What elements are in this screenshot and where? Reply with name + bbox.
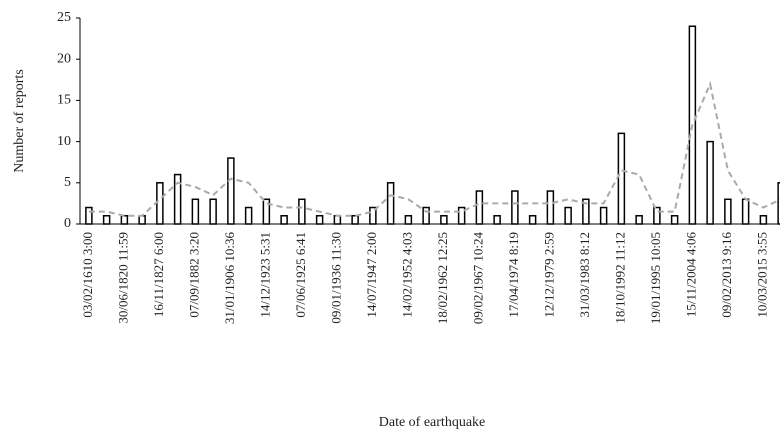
- bar: [404, 215, 413, 225]
- x-tick-label: 18/02/1962 12:25: [435, 232, 450, 324]
- bar: [653, 206, 661, 225]
- bar: [759, 215, 768, 225]
- bar: [617, 132, 626, 225]
- bar: [741, 198, 750, 225]
- bar: [120, 215, 129, 225]
- bar: [724, 198, 732, 225]
- x-tick-label: 14/02/1952 4:03: [399, 232, 414, 318]
- y-axis-title: Number of reports: [12, 69, 27, 172]
- bar: [546, 190, 555, 225]
- bar: [298, 198, 306, 225]
- bar: [582, 198, 590, 225]
- x-tick-label: 09/01/1936 11:30: [328, 232, 343, 324]
- bar: [227, 157, 235, 225]
- bar: [528, 215, 537, 225]
- bar: [457, 206, 466, 225]
- x-tick-label: 30/06/1820 11:59: [115, 232, 130, 324]
- x-tick-label: 17/04/1974 8:19: [506, 232, 521, 318]
- bar: [635, 215, 643, 225]
- bar: [599, 206, 608, 225]
- bar: [333, 215, 342, 225]
- bar: [440, 215, 448, 225]
- bar: [475, 190, 484, 225]
- bar: [191, 198, 200, 225]
- x-tick-label: 31/01/1906 10:36: [222, 232, 237, 325]
- y-tick-label: 15: [57, 93, 71, 108]
- y-tick-label: 20: [57, 51, 71, 66]
- bar: [777, 182, 780, 225]
- bar: [670, 215, 679, 225]
- bar: [102, 215, 111, 225]
- bar: [369, 206, 377, 225]
- x-tick-label: 18/10/1992 11:12: [612, 232, 627, 324]
- x-tick-label: 19/01/1995 10:05: [648, 232, 663, 324]
- bar: [262, 198, 271, 225]
- x-tick-label: 14/07/1947 2:00: [364, 232, 379, 318]
- bar: [386, 182, 395, 225]
- x-tick-label: 09/02/2013 9:16: [719, 232, 734, 318]
- bar: [351, 215, 359, 225]
- bar: [85, 206, 93, 225]
- bar: [422, 206, 430, 225]
- x-tick-label: 07/06/1925 6:41: [293, 232, 308, 318]
- trend-line: [88, 80, 780, 217]
- x-tick-label: 09/02/1967 10:24: [470, 232, 485, 325]
- y-tick-label: 10: [57, 134, 71, 149]
- bar: [156, 182, 164, 225]
- bar: [280, 215, 288, 225]
- x-tick-label: 03/02/1610 3:00: [80, 232, 95, 318]
- y-tick-label: 0: [64, 216, 71, 231]
- y-tick-label: 25: [57, 10, 71, 25]
- bar: [315, 215, 324, 225]
- x-tick-label: 07/09/1882 3:20: [186, 232, 201, 318]
- x-tick-label: 16/11/1827 6:00: [151, 232, 166, 317]
- bar: [244, 206, 253, 225]
- x-tick-label: 31/03/1983 8:12: [577, 232, 592, 318]
- bar: [564, 206, 572, 225]
- bar: [511, 190, 519, 225]
- x-tick-label: 14/12/1923 5:31: [257, 232, 272, 318]
- y-tick-label: 5: [64, 175, 71, 190]
- bar: [706, 140, 714, 225]
- x-tick-label: 15/11/2004 4:06: [683, 232, 698, 318]
- bar: [209, 198, 217, 225]
- bar: [173, 173, 182, 225]
- bar: [493, 215, 501, 225]
- x-tick-label: 12/12/1979 2:59: [541, 232, 556, 318]
- bar: [138, 215, 146, 225]
- x-tick-label: 10/03/2015 3:55: [754, 232, 769, 318]
- x-axis-title: Date of earthquake: [379, 415, 486, 430]
